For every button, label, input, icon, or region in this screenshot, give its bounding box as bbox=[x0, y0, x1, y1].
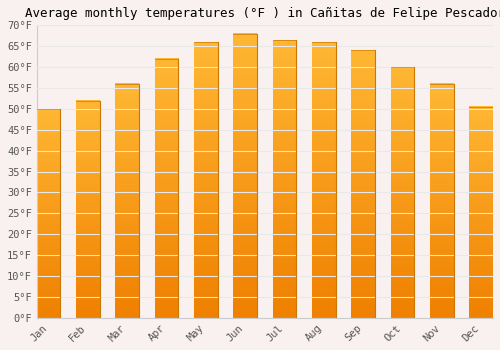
Title: Average monthly temperatures (°F ) in Cañitas de Felipe Pescador: Average monthly temperatures (°F ) in Ca… bbox=[25, 7, 500, 20]
Bar bbox=[430, 84, 454, 318]
Bar bbox=[76, 100, 100, 318]
Bar bbox=[155, 59, 178, 318]
Bar bbox=[352, 50, 375, 318]
Bar bbox=[37, 109, 60, 318]
Bar bbox=[391, 67, 414, 318]
Bar bbox=[234, 34, 257, 318]
Bar bbox=[312, 42, 336, 318]
Bar bbox=[194, 42, 218, 318]
Bar bbox=[470, 107, 493, 318]
Bar bbox=[116, 84, 139, 318]
Bar bbox=[273, 40, 296, 318]
